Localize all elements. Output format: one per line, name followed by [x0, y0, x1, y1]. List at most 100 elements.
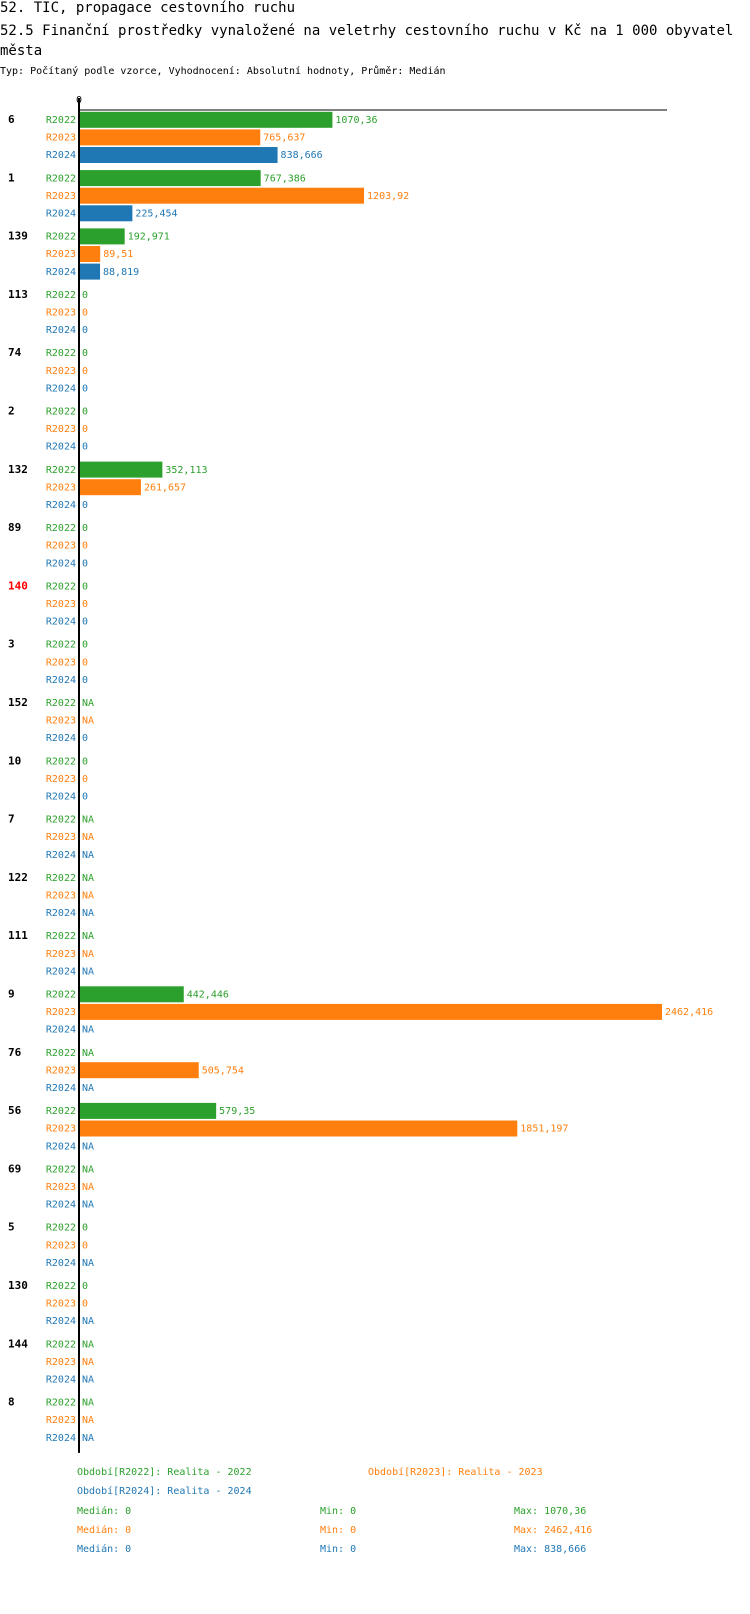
legend-period-r2024: Období[R2024]: Realita - 2024 — [77, 1486, 252, 1497]
bar — [79, 263, 101, 280]
series-label: R2024 — [46, 1316, 76, 1327]
data-label: NA — [82, 1398, 94, 1409]
series-label: R2024 — [46, 1141, 76, 1152]
series-label: R2022 — [46, 581, 76, 592]
bar — [79, 187, 365, 204]
series-label: R2023 — [46, 541, 76, 552]
category-label: 140 — [8, 579, 28, 592]
data-label: 767,386 — [264, 173, 306, 184]
category-label: 111 — [8, 929, 28, 942]
legend-period-r2023: Období[R2023]: Realita - 2023 — [368, 1467, 543, 1478]
series-label: R2024 — [46, 1200, 76, 1211]
series-label: R2023 — [46, 308, 76, 319]
category-label: 1 — [8, 171, 15, 184]
data-label: NA — [82, 1433, 94, 1444]
bar — [79, 1120, 518, 1137]
chart-info: Typ: Počítaný podle vzorce, Vyhodnocení:… — [0, 66, 446, 77]
category-label: 144 — [8, 1337, 28, 1350]
data-label: 0 — [82, 424, 88, 435]
series-label: R2024 — [46, 442, 76, 453]
series-label: R2023 — [46, 1240, 76, 1251]
series-label: R2024 — [46, 792, 76, 803]
category-label: 9 — [8, 988, 15, 1001]
data-label: NA — [82, 1316, 94, 1327]
data-label: 0 — [82, 290, 88, 301]
category-label: 89 — [8, 521, 21, 534]
data-label: NA — [82, 908, 94, 919]
series-label: R2024 — [46, 908, 76, 919]
data-label: 505,754 — [202, 1065, 244, 1076]
data-label: 1203,92 — [367, 191, 409, 202]
data-label: 0 — [82, 500, 88, 511]
stat-max-r2024: Max: 838,666 — [514, 1544, 587, 1555]
series-label: R2022 — [46, 1223, 76, 1234]
category-label: 8 — [8, 1396, 15, 1409]
series-label: R2022 — [46, 1048, 76, 1059]
series-label: R2022 — [46, 1281, 76, 1292]
data-label: NA — [82, 698, 94, 709]
series-label: R2022 — [46, 756, 76, 767]
data-label: NA — [82, 891, 94, 902]
data-label: 0 — [82, 675, 88, 686]
series-label: R2023 — [46, 1065, 76, 1076]
series-label: R2022 — [46, 348, 76, 359]
series-label: R2023 — [46, 1415, 76, 1426]
series-label: R2023 — [46, 424, 76, 435]
category-label: 2 — [8, 405, 15, 418]
series-label: R2024 — [46, 325, 76, 336]
series-label: R2022 — [46, 640, 76, 651]
bar — [79, 129, 261, 146]
data-label: 0 — [82, 1281, 88, 1292]
data-label: NA — [82, 1141, 94, 1152]
series-label: R2023 — [46, 832, 76, 843]
data-label: NA — [82, 832, 94, 843]
data-label: NA — [82, 966, 94, 977]
category-label: 76 — [8, 1046, 22, 1059]
data-label: 0 — [82, 523, 88, 534]
category-label: 122 — [8, 871, 28, 884]
series-label: R2023 — [46, 949, 76, 960]
bar — [79, 461, 163, 478]
category-label: 10 — [8, 754, 21, 767]
data-label: 261,657 — [144, 482, 186, 493]
category-label: 74 — [8, 346, 22, 359]
series-label: R2022 — [46, 290, 76, 301]
data-label: NA — [82, 716, 94, 727]
data-label: 0 — [82, 407, 88, 418]
series-label: R2023 — [46, 366, 76, 377]
category-label: 3 — [8, 638, 15, 651]
stat-min-r2024: Min: 0 — [320, 1544, 357, 1555]
series-label: R2023 — [46, 1357, 76, 1368]
bar-chart: 0 6 R2022 1070,36 R2023 765,637 R2024 838,666 1 R… — [8, 95, 713, 1453]
series-label: R2022 — [46, 1339, 76, 1350]
data-label: 0 — [82, 581, 88, 592]
series-label: R2022 — [46, 1398, 76, 1409]
series-label: R2023 — [46, 1007, 76, 1018]
category-label: 132 — [8, 463, 28, 476]
data-label: 0 — [82, 541, 88, 552]
data-label: NA — [82, 1357, 94, 1368]
data-label: NA — [82, 931, 94, 942]
bar — [79, 147, 278, 163]
series-label: R2022 — [46, 873, 76, 884]
series-label: R2024 — [46, 558, 76, 569]
data-label: 0 — [82, 774, 88, 785]
category-label: 152 — [8, 696, 28, 709]
stat-median-r2024: Medián: 0 — [77, 1544, 132, 1555]
series-label: R2022 — [46, 698, 76, 709]
data-label: 352,113 — [165, 465, 207, 476]
stat-median-r2022: Medián: 0 — [77, 1506, 132, 1517]
series-label: R2022 — [46, 990, 76, 1001]
series-label: R2024 — [46, 1375, 76, 1386]
legend-period-r2022: Období[R2022]: Realita - 2022 — [77, 1467, 252, 1478]
data-label: 2462,416 — [665, 1007, 713, 1018]
category-label: 7 — [8, 813, 15, 826]
data-label: 0 — [82, 733, 88, 744]
data-label: NA — [82, 1164, 94, 1175]
data-label: 0 — [82, 792, 88, 803]
series-label: R2023 — [46, 133, 76, 144]
data-label: 1851,197 — [520, 1124, 568, 1135]
category-label: 130 — [8, 1279, 28, 1292]
data-label: 442,446 — [187, 990, 229, 1001]
category-label: 113 — [8, 288, 28, 301]
